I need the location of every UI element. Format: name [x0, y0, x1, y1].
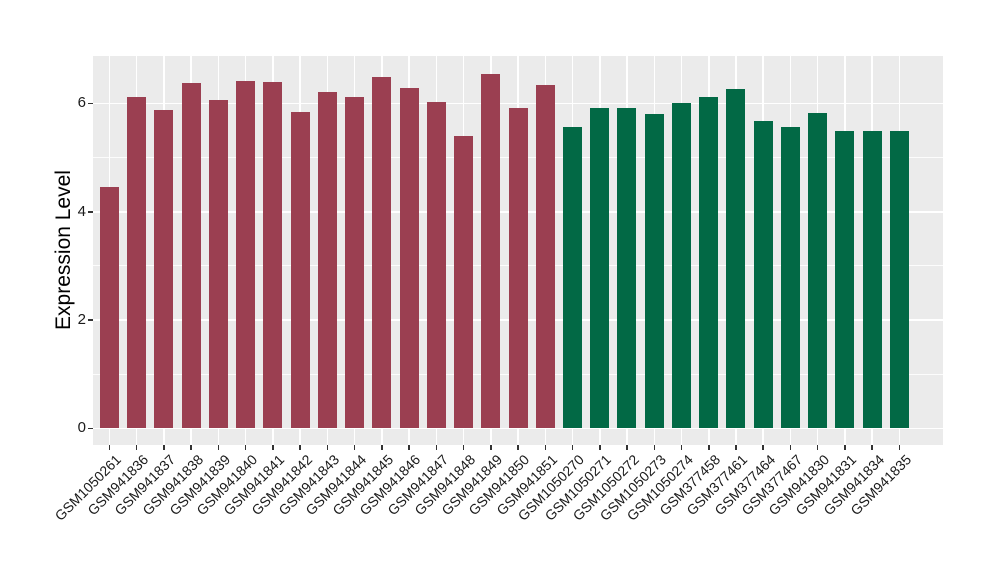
x-tick [299, 445, 301, 450]
bar [535, 85, 555, 429]
bar [127, 96, 147, 429]
bar [426, 102, 446, 429]
y-tick [88, 319, 93, 321]
x-tick [898, 445, 901, 450]
x-tick [544, 445, 546, 450]
x-tick [680, 445, 683, 450]
bar [345, 96, 365, 429]
x-tick [844, 445, 846, 450]
bar [154, 110, 174, 429]
y-tick-label: 4 [77, 202, 86, 220]
bar [671, 102, 691, 429]
bar [208, 100, 228, 429]
bar [699, 97, 719, 429]
bar [835, 131, 855, 429]
bar [780, 126, 800, 429]
bar [263, 82, 283, 429]
x-tick [135, 445, 138, 450]
x-tick [408, 445, 410, 450]
bar [399, 87, 419, 429]
x-tick [217, 445, 220, 450]
x-tick [816, 445, 819, 450]
bar [753, 120, 773, 429]
x-tick [735, 445, 737, 450]
bar [808, 113, 828, 429]
y-tick-label: 0 [77, 419, 86, 437]
x-tick [789, 445, 792, 450]
x-tick [272, 445, 274, 450]
bar [563, 127, 583, 429]
bar [481, 74, 501, 429]
x-tick [599, 445, 601, 450]
bar [889, 131, 909, 429]
x-tick [163, 445, 165, 450]
bar [644, 113, 664, 429]
x-tick [517, 445, 519, 450]
bar [862, 131, 882, 429]
bar [372, 76, 392, 429]
x-tick [653, 445, 655, 450]
y-tick-label: 2 [77, 311, 86, 328]
bar [317, 92, 337, 429]
y-tick [88, 102, 93, 105]
bar [454, 135, 474, 429]
x-tick [571, 445, 574, 450]
x-tick [108, 445, 111, 450]
x-tick [462, 445, 465, 450]
x-tick [381, 445, 383, 450]
x-tick [326, 445, 328, 450]
x-tick [708, 445, 710, 450]
y-tick [88, 427, 93, 430]
x-tick [353, 445, 356, 450]
bar [99, 186, 119, 429]
bar [726, 88, 746, 429]
x-tick [190, 445, 192, 450]
x-tick [871, 445, 873, 450]
x-tick [490, 445, 492, 450]
y-tick [88, 211, 93, 213]
bar [590, 107, 610, 429]
bar [508, 107, 528, 429]
bar [617, 107, 637, 429]
bar [236, 80, 256, 429]
x-tick [762, 445, 764, 450]
bar [181, 83, 201, 429]
bar [290, 111, 310, 429]
y-tick-label: 6 [77, 94, 86, 112]
x-tick [244, 445, 247, 450]
y-axis-title: Expression Level [52, 170, 75, 330]
x-tick [626, 445, 628, 450]
x-tick [435, 445, 437, 450]
